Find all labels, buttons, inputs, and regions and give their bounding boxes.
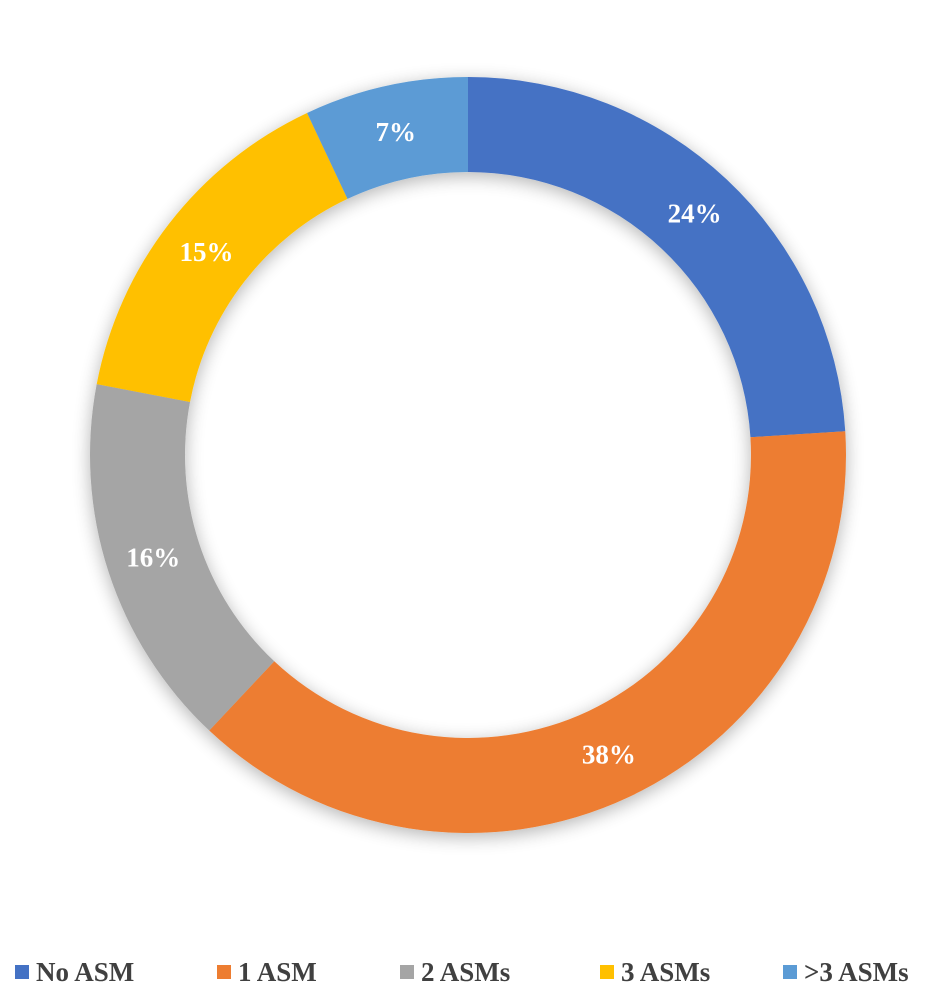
slice-more-than-3-asms bbox=[307, 77, 468, 199]
data-label-3-asms: 15% bbox=[179, 237, 233, 267]
doughnut-slices bbox=[90, 77, 846, 833]
data-label-2-asms: 16% bbox=[126, 542, 180, 572]
slice-no-asm bbox=[468, 77, 846, 438]
slice-2-asms bbox=[90, 384, 275, 731]
data-label-1-asm: 38% bbox=[582, 739, 636, 769]
legend-swatch-3-asms bbox=[600, 965, 614, 979]
data-label-no-asm: 24% bbox=[668, 199, 722, 229]
chart-legend: No ASM 1 ASM 2 ASMs 3 ASMs >3 ASMs bbox=[0, 952, 935, 992]
legend-item-3-asms: 3 ASMs bbox=[600, 952, 710, 992]
legend-label-more-than-3-asms: >3 ASMs bbox=[804, 956, 909, 987]
legend-label-3-asms: 3 ASMs bbox=[621, 956, 711, 987]
legend-item-more-than-3-asms: >3 ASMs bbox=[783, 952, 909, 992]
legend-label-1-asm: 1 ASM bbox=[238, 956, 317, 987]
legend-item-2-asms: 2 ASMs bbox=[400, 952, 510, 992]
legend-swatch-more-than-3-asms bbox=[783, 965, 797, 979]
legend-label-2-asms: 2 ASMs bbox=[421, 956, 511, 987]
legend-item-no-asm: No ASM bbox=[15, 952, 134, 992]
legend-item-1-asm: 1 ASM bbox=[217, 952, 317, 992]
doughnut-chart-svg: 24% 38% 16% 15% 7% bbox=[90, 77, 846, 833]
legend-swatch-2-asms bbox=[400, 965, 414, 979]
doughnut-chart: 24% 38% 16% 15% 7% bbox=[90, 77, 846, 833]
slice-1-asm bbox=[209, 431, 846, 833]
doughnut-slice-labels: 24% 38% 16% 15% 7% bbox=[126, 117, 721, 770]
legend-label-no-asm: No ASM bbox=[36, 956, 135, 987]
legend-swatch-1-asm bbox=[217, 965, 231, 979]
legend-swatch-no-asm bbox=[15, 965, 29, 979]
data-label-more-than-3-asms: 7% bbox=[376, 117, 417, 147]
slice-3-asms bbox=[96, 112, 348, 402]
